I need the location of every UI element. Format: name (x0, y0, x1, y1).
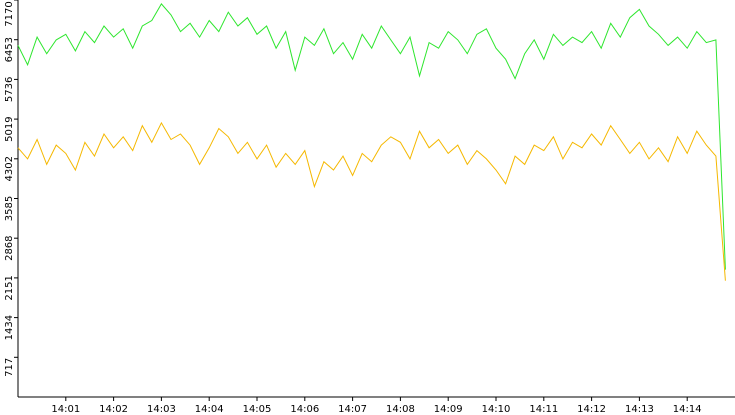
x-tick-label: 14:11 (529, 404, 558, 415)
x-tick-label: 14:08 (386, 404, 415, 415)
y-tick-label: 2151 (4, 275, 15, 300)
x-tick-label: 14:13 (625, 404, 654, 415)
x-tick-label: 14:03 (147, 404, 176, 415)
x-tick-label: 14:12 (577, 404, 606, 415)
y-tick-label: 2868 (4, 235, 15, 260)
y-tick-label: 3585 (4, 196, 15, 221)
x-tick-label: 14:04 (195, 404, 224, 415)
x-tick-label: 14:01 (51, 404, 80, 415)
series-line (17, 121, 726, 281)
y-tick-label: 5019 (4, 116, 15, 141)
x-tick-label: 14:05 (243, 404, 272, 415)
y-tick-label: 6453 (4, 37, 15, 62)
y-tick-label: 717 (4, 358, 15, 377)
x-tick-label: 14:14 (673, 404, 702, 415)
y-tick-label: 5736 (4, 77, 15, 102)
x-tick-label: 14:07 (338, 404, 367, 415)
y-tick-label: 7170 (4, 1, 15, 26)
x-tick-label: 14:06 (290, 404, 319, 415)
y-tick-label: 1434 (4, 315, 15, 340)
y-tick-label: 4302 (4, 156, 15, 181)
x-tick-label: 14:09 (434, 404, 463, 415)
series-line (17, 3, 726, 270)
x-tick-label: 14:02 (99, 404, 128, 415)
x-tick-label: 14:10 (482, 404, 511, 415)
